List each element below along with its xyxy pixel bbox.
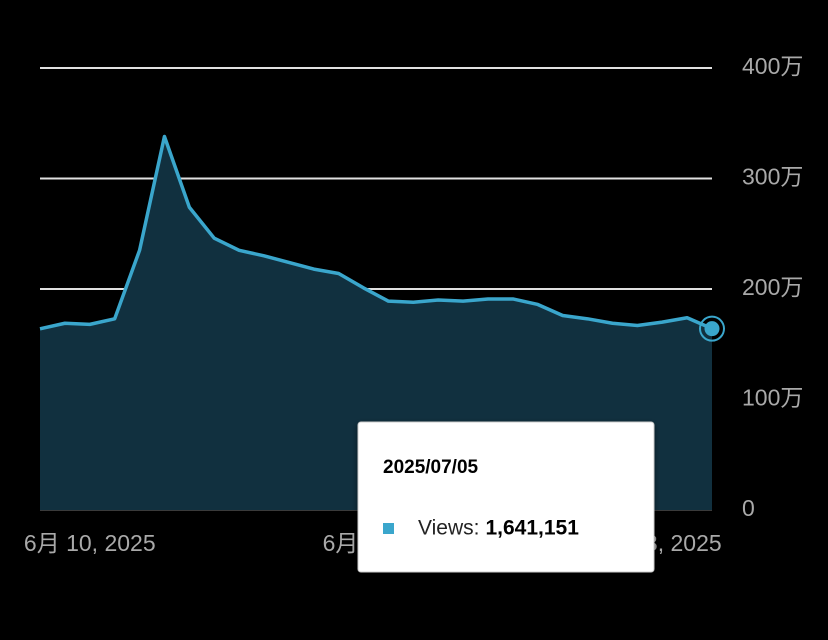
highlight-ring [699,315,725,342]
y-tick-label: 400万 [742,53,803,79]
tooltip-value: 1,641,151 [485,517,579,540]
tooltip-box [357,421,655,573]
line [39,134,713,331]
y-tick-label: 0 [742,495,755,521]
y-tick-label: 200万 [742,274,803,300]
y-tick-label: 300万 [742,164,803,190]
plot [39,134,725,510]
tooltip-date: 2025/07/05 [383,457,479,478]
area [40,136,712,510]
tooltip-label: Views: [418,517,479,540]
y-tick-label: 100万 [742,385,803,411]
highlight-point [704,321,720,337]
tooltip-swatch [383,523,394,534]
tooltip: 2025/07/05 Views: 1,641,151 [357,421,655,573]
x-tick-label: 6月 10, 2025 [24,530,156,556]
